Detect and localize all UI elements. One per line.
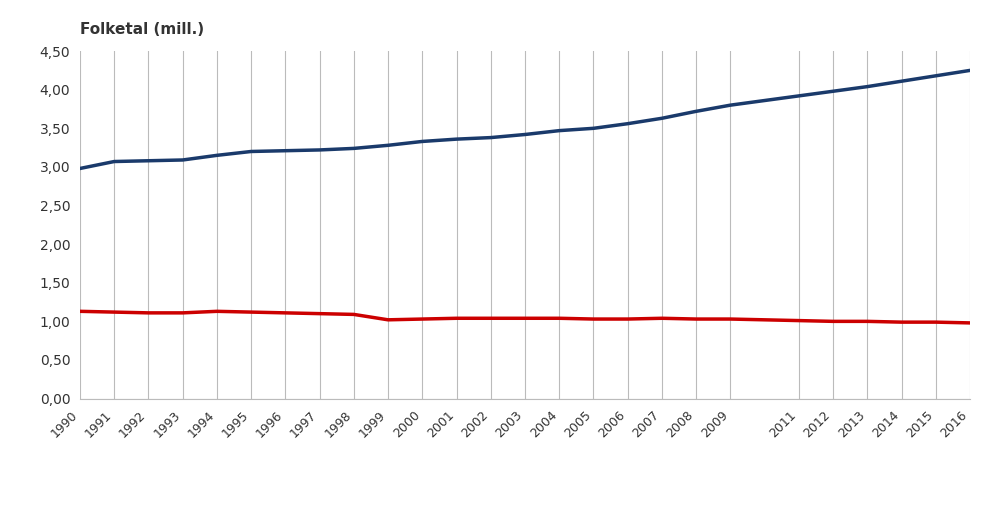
Utafor tettstader — [382, 317, 394, 323]
I tettstader — [519, 131, 531, 137]
I tettstader — [485, 134, 497, 141]
I tettstader — [930, 73, 942, 79]
I tettstader — [348, 145, 360, 151]
I tettstader — [587, 125, 599, 131]
Utafor tettstader — [211, 308, 223, 314]
Utafor tettstader — [74, 308, 86, 314]
Utafor tettstader — [519, 315, 531, 321]
I tettstader — [724, 102, 736, 108]
I tettstader — [793, 93, 805, 99]
Utafor tettstader — [245, 309, 257, 315]
I tettstader — [142, 158, 154, 164]
I tettstader — [656, 115, 668, 121]
I tettstader — [245, 148, 257, 154]
I tettstader — [279, 148, 291, 154]
I tettstader — [622, 121, 634, 127]
I tettstader — [690, 108, 702, 114]
Utafor tettstader — [793, 317, 805, 323]
I tettstader — [964, 67, 976, 74]
Utafor tettstader — [485, 315, 497, 321]
I tettstader — [74, 166, 86, 172]
Utafor tettstader — [314, 311, 326, 317]
I tettstader — [108, 158, 120, 165]
I tettstader — [861, 84, 873, 90]
Utafor tettstader — [930, 319, 942, 325]
I tettstader — [896, 78, 908, 84]
Utafor tettstader — [451, 315, 463, 321]
I tettstader — [177, 157, 189, 163]
I tettstader — [451, 136, 463, 142]
I tettstader — [314, 147, 326, 153]
Utafor tettstader — [142, 310, 154, 316]
I tettstader — [827, 88, 839, 95]
I tettstader — [382, 142, 394, 148]
Line: I tettstader: I tettstader — [80, 71, 970, 169]
Utafor tettstader — [896, 319, 908, 325]
Legend: I tettstader, Utafor tettstader: I tettstader, Utafor tettstader — [350, 510, 700, 511]
Utafor tettstader — [416, 316, 428, 322]
Utafor tettstader — [724, 316, 736, 322]
Utafor tettstader — [622, 316, 634, 322]
Text: Folketal (mill.): Folketal (mill.) — [80, 22, 204, 37]
I tettstader — [416, 138, 428, 145]
Utafor tettstader — [553, 315, 565, 321]
Utafor tettstader — [690, 316, 702, 322]
I tettstader — [211, 152, 223, 158]
Utafor tettstader — [861, 318, 873, 324]
Line: Utafor tettstader: Utafor tettstader — [80, 311, 970, 323]
Utafor tettstader — [177, 310, 189, 316]
Utafor tettstader — [108, 309, 120, 315]
Utafor tettstader — [348, 311, 360, 317]
Utafor tettstader — [964, 320, 976, 326]
Utafor tettstader — [587, 316, 599, 322]
I tettstader — [553, 128, 565, 134]
Utafor tettstader — [279, 310, 291, 316]
Utafor tettstader — [827, 318, 839, 324]
Utafor tettstader — [656, 315, 668, 321]
